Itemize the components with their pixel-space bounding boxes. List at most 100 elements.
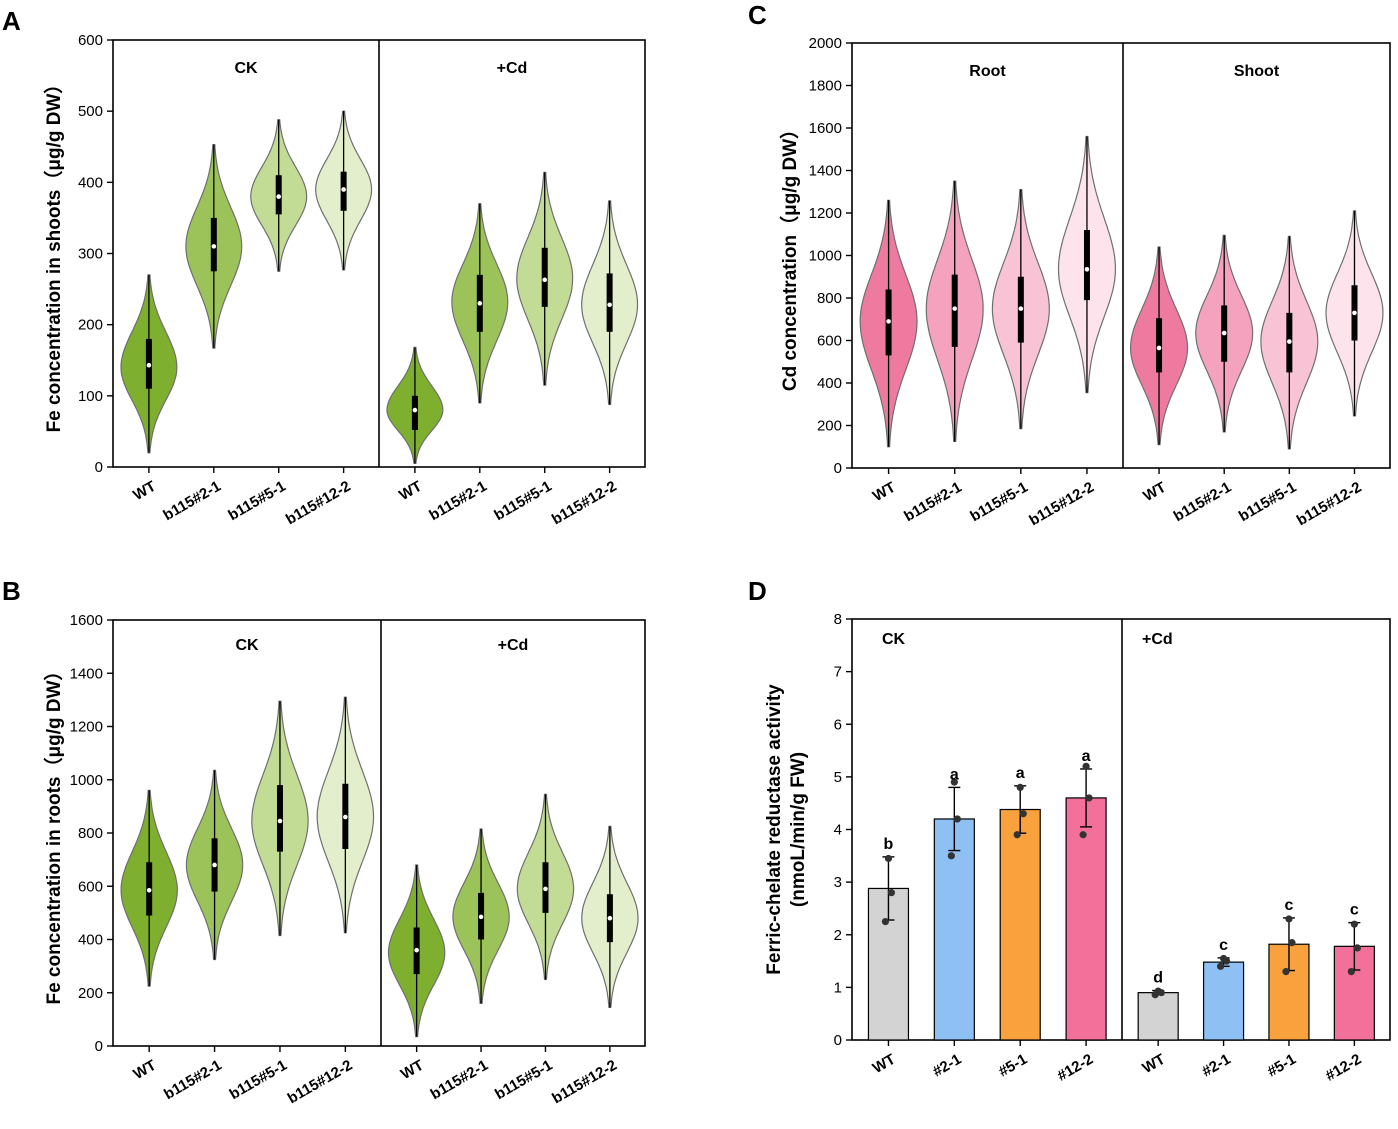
violin-iqr-box: [411, 395, 418, 430]
x-tick-label: WT: [130, 1057, 159, 1083]
data-point: [1353, 944, 1361, 952]
bar: [1137, 992, 1179, 1041]
y-axis-label: Fe concentration in shoots（μg/g DW）: [42, 75, 65, 433]
y-tick-label: 7: [834, 664, 842, 681]
x-tick-label: WT: [1140, 479, 1169, 505]
group-label: +Cd: [497, 60, 528, 77]
data-point: [1154, 987, 1162, 995]
data-point: [1216, 962, 1225, 970]
bar: [1202, 961, 1245, 1041]
panel-letter: B: [2, 576, 21, 606]
y-axis-label-line2: (nmoL/min/g FW): [788, 752, 809, 907]
violin-median-dot: [1018, 306, 1024, 311]
y-tick-label: 600: [817, 333, 842, 350]
x-tick-label: b115#12-2: [549, 478, 620, 529]
group-label: Shoot: [1234, 63, 1280, 80]
y-tick-label: 0: [95, 459, 103, 476]
y-tick-label: 1400: [70, 665, 103, 682]
y-tick-label: 4: [834, 822, 842, 839]
panel-d: D 0 1 2 3 4 5 6 7 8 Ferric-chelate reductase activ…: [748, 576, 1391, 1085]
violin-median-dot: [542, 277, 548, 283]
data-point: [953, 815, 961, 823]
significance-label: c: [1350, 902, 1359, 919]
panel-letter: C: [748, 0, 767, 30]
data-point: [1019, 810, 1027, 818]
data-point: [881, 917, 890, 926]
x-tick-label: b115#5-1: [491, 478, 554, 524]
y-tick-label: 2: [834, 927, 842, 944]
y-tick-label: 100: [78, 388, 103, 405]
violin-iqr-box: [1156, 318, 1163, 373]
x-tick-label: b115#12-2: [285, 1057, 356, 1108]
group-label: CK: [234, 60, 258, 77]
y-tick-label: 2000: [809, 35, 842, 52]
panel-letter: A: [2, 6, 21, 36]
x-tick-label: b115#12-2: [549, 1057, 620, 1108]
violin-median-dot: [211, 244, 217, 249]
x-tick-label: WT: [870, 1051, 899, 1077]
panel-b: B 0 200 400 600 800 1000 1200 1400 1600 Fe concent…: [2, 576, 646, 1108]
group-label: CK: [882, 631, 906, 648]
panel-letter: D: [748, 576, 767, 606]
y-tick-label: 1000: [70, 772, 103, 789]
bar: [999, 808, 1041, 1041]
x-tick-label: #2-1: [1199, 1051, 1234, 1081]
y-tick-label: 1000: [809, 248, 842, 265]
y-tick-label: 500: [78, 103, 103, 120]
x-tick-label: WT: [1139, 1051, 1168, 1077]
significance-label: a: [1016, 765, 1025, 782]
violin-median-dot: [343, 814, 348, 820]
data-point: [887, 889, 896, 897]
data-point: [1082, 762, 1090, 770]
group-label: CK: [235, 637, 259, 654]
y-tick-label: 0: [834, 1032, 842, 1049]
violin-median-dot: [414, 947, 419, 953]
x-tick-label: b115#2-1: [161, 1057, 224, 1103]
data-point: [1347, 967, 1355, 976]
violin-median-dot: [146, 887, 152, 893]
y-tick-label: 6: [834, 716, 842, 733]
x-tick-label: #12-2: [1323, 1051, 1365, 1085]
data-point: [1085, 794, 1093, 802]
x-tick-label: b115#12-2: [1294, 479, 1365, 530]
violin-median-dot: [478, 914, 484, 920]
y-axis-label: Fe concentration in roots（μg/g DW）: [42, 661, 65, 1004]
y-tick-label: 300: [78, 246, 103, 263]
y-tick-label: 200: [78, 985, 103, 1002]
y-axis-label-line1: Ferric-chelate reductase activity: [764, 684, 785, 975]
x-tick-label: b115#5-1: [492, 1057, 555, 1103]
y-tick-label: 800: [78, 825, 103, 842]
data-point: [1079, 831, 1087, 839]
data-point: [1219, 954, 1228, 963]
x-tick-label: #5-1: [996, 1051, 1031, 1081]
data-point: [1013, 831, 1021, 839]
data-point: [1350, 920, 1358, 928]
data-point: [1282, 967, 1290, 976]
bar: [933, 818, 975, 1041]
y-tick-label: 1800: [809, 78, 842, 95]
y-tick-label: 8: [834, 611, 842, 628]
x-tick-label: WT: [396, 478, 425, 504]
x-tick-label: b115#5-1: [967, 479, 1030, 525]
violin-median-dot: [412, 407, 418, 413]
x-tick-label: b115#12-2: [1026, 479, 1097, 530]
violin-iqr-box: [276, 785, 283, 852]
y-tick-label: 1: [834, 979, 842, 996]
y-tick-label: 1200: [809, 205, 842, 222]
violin-median-dot: [277, 818, 283, 824]
significance-label: c: [1219, 937, 1228, 954]
violin-median-dot: [1156, 345, 1162, 351]
violin-median-dot: [607, 915, 613, 921]
significance-label: c: [1285, 897, 1294, 914]
x-tick-label: b115#2-1: [428, 1057, 491, 1103]
y-tick-label: 0: [834, 460, 842, 477]
y-axis-label: Cd concentration（μg/g DW）: [778, 120, 801, 391]
y-tick-label: 600: [78, 32, 103, 49]
violin-median-dot: [477, 301, 483, 306]
y-tick-label: 400: [78, 174, 103, 191]
data-point: [1288, 939, 1296, 947]
panel-a: A 0 100 200 300 400 500 600 Fe concentration in …: [2, 6, 646, 529]
violin-median-dot: [1084, 267, 1090, 272]
x-tick-label: b115#2-1: [901, 479, 964, 525]
